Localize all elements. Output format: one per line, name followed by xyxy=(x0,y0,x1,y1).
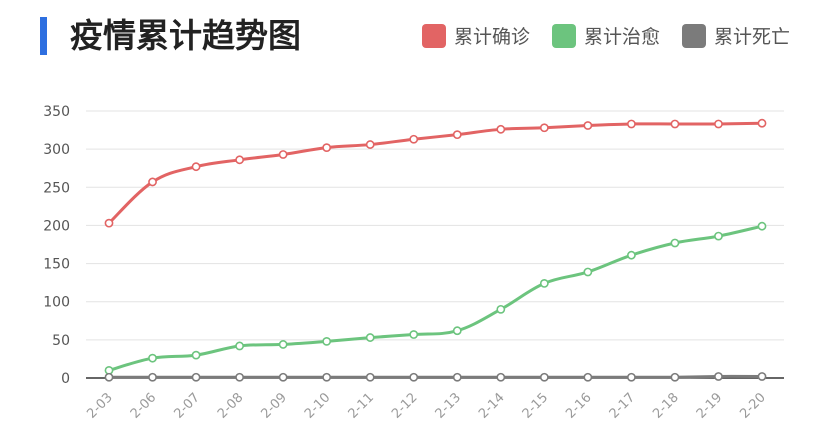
x-tick-label: 2-13 xyxy=(433,390,464,421)
data-point-cured xyxy=(148,353,157,363)
x-tick-label: 2-18 xyxy=(650,390,681,421)
data-point-cured xyxy=(322,336,332,346)
data-point-dead xyxy=(670,372,680,382)
data-point-confirmed xyxy=(365,140,375,149)
data-point-dead xyxy=(409,372,419,382)
x-tick-label: 2-14 xyxy=(476,390,507,421)
x-tick-label: 2-08 xyxy=(215,390,246,421)
data-point-dead xyxy=(583,372,593,382)
legend-item-dead[interactable]: 累计死亡 xyxy=(681,22,790,49)
y-tick-label: 250 xyxy=(43,180,70,196)
legend-label-dead: 累计死亡 xyxy=(713,26,790,48)
data-point-dead xyxy=(496,372,506,382)
y-tick-label: 50 xyxy=(52,333,70,349)
data-point-cured xyxy=(496,304,506,314)
x-tick-label: 2-09 xyxy=(258,390,289,421)
title-accent-bar xyxy=(40,17,47,55)
data-point-confirmed xyxy=(714,119,723,129)
legend-item-cured[interactable]: 累计治愈 xyxy=(551,22,660,49)
data-point-confirmed xyxy=(539,123,549,133)
x-tick-label: 2-17 xyxy=(607,390,638,421)
series-line-confirmed xyxy=(107,121,764,225)
legend-label-cured: 累计治愈 xyxy=(583,26,660,48)
data-point-cured xyxy=(235,341,244,351)
y-tick-label: 200 xyxy=(43,218,70,234)
y-tick-label: 300 xyxy=(43,142,70,158)
series-line-dead xyxy=(107,374,764,379)
data-point-dead xyxy=(104,372,114,382)
series-line-cured xyxy=(107,224,764,372)
x-tick-label: 2-15 xyxy=(520,390,551,421)
data-point-dead xyxy=(148,372,157,382)
data-point-cured xyxy=(452,326,462,336)
data-point-confirmed xyxy=(148,177,157,187)
data-point-confirmed xyxy=(757,118,767,128)
legend-label-confirmed: 累计确诊 xyxy=(453,26,530,48)
data-point-dead xyxy=(365,372,375,382)
data-point-cured xyxy=(670,238,680,248)
data-point-confirmed xyxy=(278,150,288,159)
data-point-dead xyxy=(757,372,767,381)
data-point-confirmed xyxy=(496,124,506,134)
y-tick-label: 0 xyxy=(61,371,70,387)
data-point-dead xyxy=(235,372,244,382)
data-point-cured xyxy=(539,279,549,288)
data-point-cured xyxy=(757,221,767,231)
data-point-cured xyxy=(714,231,723,241)
data-point-confirmed xyxy=(409,134,419,144)
data-point-dead xyxy=(452,372,462,382)
data-point-dead xyxy=(539,372,549,382)
legend-item-confirmed[interactable]: 累计确诊 xyxy=(421,22,530,49)
legend: 累计确诊 累计治愈 累计死亡 xyxy=(400,22,790,49)
data-point-dead xyxy=(714,372,723,381)
data-point-confirmed xyxy=(583,121,593,130)
y-tick-label: 350 xyxy=(43,104,70,120)
data-point-cured xyxy=(191,350,201,360)
data-point-cured xyxy=(627,250,636,260)
data-point-dead xyxy=(322,372,332,382)
legend-swatch-cured xyxy=(551,23,576,48)
x-tick-label: 2-07 xyxy=(171,390,202,421)
data-point-cured xyxy=(278,340,288,349)
legend-swatch-confirmed xyxy=(421,23,446,48)
x-tick-label: 2-19 xyxy=(694,390,725,421)
data-point-confirmed xyxy=(670,119,680,129)
x-tick-label: 2-10 xyxy=(302,390,333,421)
data-point-confirmed xyxy=(627,119,636,129)
data-point-cured xyxy=(365,333,375,342)
data-point-confirmed xyxy=(452,130,462,140)
y-tick-label: 100 xyxy=(43,295,70,311)
data-point-dead xyxy=(191,372,201,382)
chart-title: 疫情累计趋势图 xyxy=(70,16,301,55)
x-tick-label: 2-12 xyxy=(389,390,420,421)
data-point-dead xyxy=(627,372,636,382)
legend-swatch-dead xyxy=(681,23,706,48)
data-point-confirmed xyxy=(322,143,332,153)
data-point-confirmed xyxy=(104,218,114,228)
data-point-cured xyxy=(409,330,419,339)
data-point-confirmed xyxy=(191,162,201,172)
x-tick-label: 2-06 xyxy=(128,390,159,421)
x-tick-label: 2-11 xyxy=(346,390,377,421)
x-tick-label: 2-03 xyxy=(84,390,115,421)
x-tick-label: 2-16 xyxy=(563,390,594,421)
data-point-confirmed xyxy=(235,155,244,165)
data-point-dead xyxy=(278,372,288,382)
data-point-cured xyxy=(583,267,593,277)
x-tick-label: 2-20 xyxy=(737,390,768,421)
y-tick-label: 150 xyxy=(43,257,70,273)
